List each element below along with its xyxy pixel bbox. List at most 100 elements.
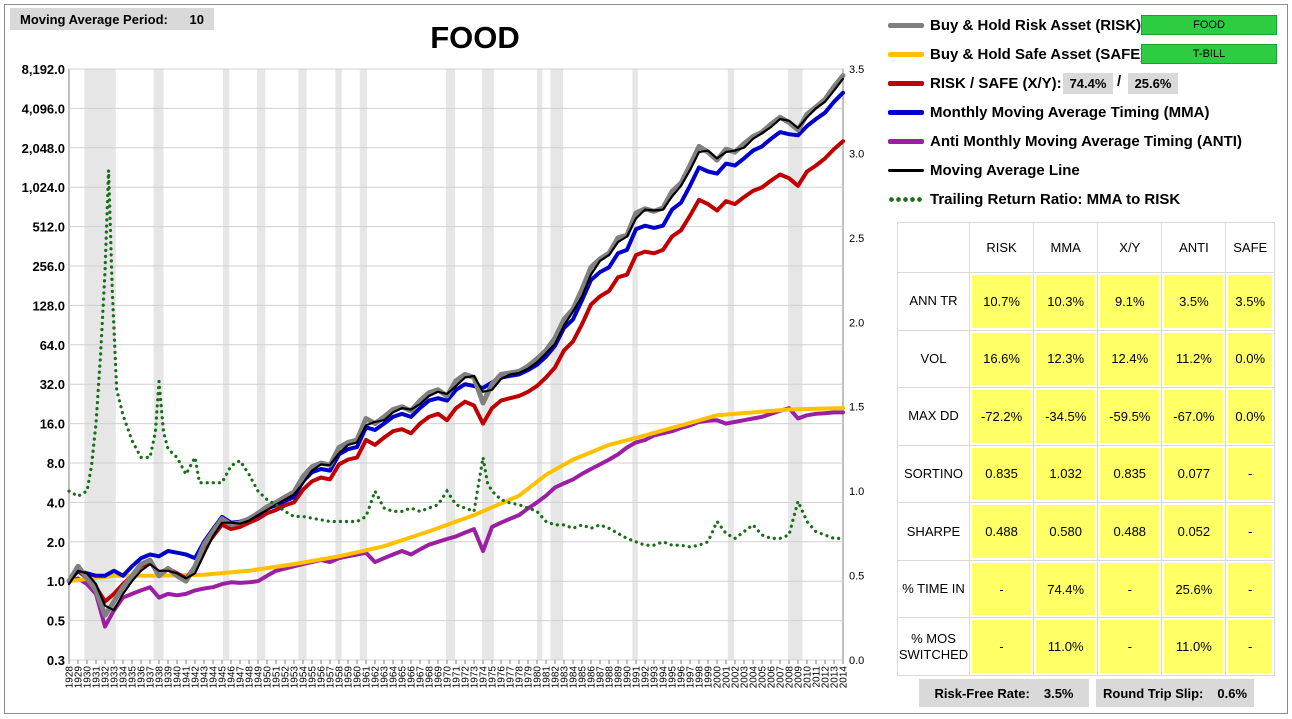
- stats-cell: -: [968, 559, 1035, 619]
- y-left-tick-label: 8,192.0: [22, 62, 65, 77]
- stats-row: % TIME IN -74.4% -25.6% -: [897, 559, 1275, 619]
- legend-anti-label: Anti Monthly Moving Average Timing (ANTI…: [930, 132, 1242, 150]
- x-tick-label: 1980: [533, 666, 544, 689]
- series-line: [67, 406, 845, 629]
- stats-cell-value: -: [1228, 505, 1272, 558]
- ma-period-value[interactable]: 10: [189, 11, 204, 27]
- x-tick-label: 1978: [515, 666, 526, 689]
- stats-cell-value: 0.488: [1100, 505, 1160, 558]
- stats-row-label: % MOS SWITCHED: [897, 617, 970, 676]
- y-left-tick-label: 64.0: [40, 338, 65, 353]
- stats-cell-value: -: [1228, 620, 1272, 673]
- x-tick-label: 2009: [794, 666, 805, 689]
- x-tick-label: 1961: [362, 666, 373, 689]
- stats-header: SAFE: [1225, 222, 1275, 273]
- stats-cell: 11.0%: [1161, 617, 1227, 676]
- stats-cell: 0.835: [1097, 444, 1163, 504]
- recession-band: [153, 69, 164, 660]
- x-tick-label: 1930: [83, 666, 94, 689]
- x-tick-label: 2003: [740, 666, 751, 689]
- x-tick-label: 2010: [803, 666, 814, 689]
- stats-row-label: VOL: [897, 329, 970, 389]
- x-tick-label: 1987: [596, 666, 607, 689]
- stats-cell: 0.0%: [1225, 329, 1275, 389]
- legend-risk-label: Buy & Hold Risk Asset (RISK):: [930, 16, 1147, 34]
- x-tick-label: 1983: [560, 666, 571, 689]
- x-tick-label: 1977: [506, 666, 517, 689]
- xy-risk-pct[interactable]: 74.4%: [1063, 73, 1113, 94]
- risk-asset-badge[interactable]: FOOD: [1141, 15, 1277, 35]
- stats-header: X/Y: [1097, 222, 1163, 273]
- x-tick-label: 1988: [605, 666, 616, 689]
- y-right-tick-label: 3.5: [849, 64, 864, 76]
- x-tick-label: 2012: [821, 666, 832, 689]
- x-tick-label: 1938: [155, 666, 166, 689]
- legend-risk: Buy & Hold Risk Asset (RISK):: [888, 13, 1146, 37]
- x-tick-label: 1929: [74, 666, 85, 689]
- stats-cell-value: 1.032: [1036, 447, 1096, 501]
- stats-cell: 11.0%: [1033, 617, 1099, 676]
- round-trip-slip-value[interactable]: 0.6%: [1217, 685, 1248, 701]
- stats-cell-value: 16.6%: [972, 332, 1032, 386]
- x-tick-label: 2006: [767, 666, 778, 689]
- recession-band: [222, 69, 230, 660]
- stats-cell-value: 10.7%: [972, 275, 1032, 328]
- stats-cell-value: 10.3%: [1036, 275, 1096, 328]
- stats-cell: -59.5%: [1097, 387, 1163, 446]
- stats-cell: -: [1225, 502, 1275, 561]
- stats-cell-value: 0.488: [972, 505, 1032, 558]
- x-tick-label: 1928: [65, 666, 76, 689]
- legend-ma-line: Moving Average Line: [888, 158, 1080, 182]
- stats-cell-value: -72.2%: [972, 390, 1032, 443]
- legend-ratio: Trailing Return Ratio: MMA to RISK: [888, 187, 1180, 211]
- x-tick-label: 1963: [380, 666, 391, 689]
- stats-row: % MOS SWITCHED -11.0% -11.0% -: [897, 617, 1275, 676]
- stats-cell: 1.032: [1033, 444, 1099, 504]
- stats-cell-value: -67.0%: [1164, 390, 1224, 443]
- x-tick-label: 1995: [668, 666, 679, 689]
- x-tick-label: 1976: [497, 666, 508, 689]
- stats-cell: 0.0%: [1225, 387, 1275, 446]
- recession-band: [298, 69, 307, 660]
- x-tick-label: 1939: [164, 666, 175, 689]
- stats-cell: -: [1225, 559, 1275, 619]
- stats-row: VOL 16.6% 12.3% 12.4% 11.2% 0.0%: [897, 329, 1275, 389]
- stats-header: RISK: [968, 222, 1035, 273]
- y-right-tick-label: 0.5: [849, 571, 864, 583]
- risk-free-rate-value[interactable]: 3.5%: [1043, 685, 1074, 701]
- legend-ratio-label: Trailing Return Ratio: MMA to RISK: [930, 190, 1181, 208]
- safe-asset-badge[interactable]: T-BILL: [1141, 44, 1277, 64]
- x-tick-label: 2000: [713, 666, 724, 689]
- risk-free-rate-box: Risk-Free Rate: 3.5%: [919, 679, 1089, 707]
- x-tick-label: 1993: [650, 666, 661, 689]
- x-tick-label: 1998: [695, 666, 706, 689]
- stats-cell: 0.835: [968, 444, 1035, 504]
- series-line: [67, 77, 845, 612]
- legend-ma-line-swatch: [888, 168, 924, 172]
- x-tick-label: 1999: [704, 666, 715, 689]
- xy-safe-pct[interactable]: 25.6%: [1128, 73, 1178, 94]
- stats-cell-value: 11.2%: [1164, 332, 1224, 386]
- x-tick-label: 1970: [443, 666, 454, 689]
- x-tick-label: 1986: [587, 666, 598, 689]
- x-tick-label: 1957: [326, 666, 337, 689]
- legend-mma: Monthly Moving Average Timing (MMA): [888, 100, 1209, 124]
- x-tick-label: 2005: [758, 666, 769, 689]
- x-tick-label: 1943: [200, 666, 211, 689]
- stats-cell-value: 0.052: [1164, 505, 1224, 558]
- x-tick-label: 1948: [245, 666, 256, 689]
- x-tick-label: 1969: [434, 666, 445, 689]
- stats-cell-value: 3.5%: [1164, 275, 1224, 328]
- x-tick-label: 1992: [641, 666, 652, 689]
- series-line: [67, 406, 845, 584]
- recession-band: [335, 69, 342, 660]
- x-tick-label: 1954: [299, 666, 310, 689]
- legend-mma-swatch: [888, 109, 924, 115]
- stats-cell-value: 25.6%: [1164, 562, 1224, 616]
- stats-cell: 0.488: [968, 502, 1035, 561]
- x-tick-label: 1931: [92, 666, 103, 689]
- x-tick-label: 1946: [227, 666, 238, 689]
- y-left-tick-label: 2,048.0: [22, 141, 65, 156]
- stats-cell: -: [1097, 617, 1163, 676]
- x-tick-label: 1981: [542, 666, 553, 689]
